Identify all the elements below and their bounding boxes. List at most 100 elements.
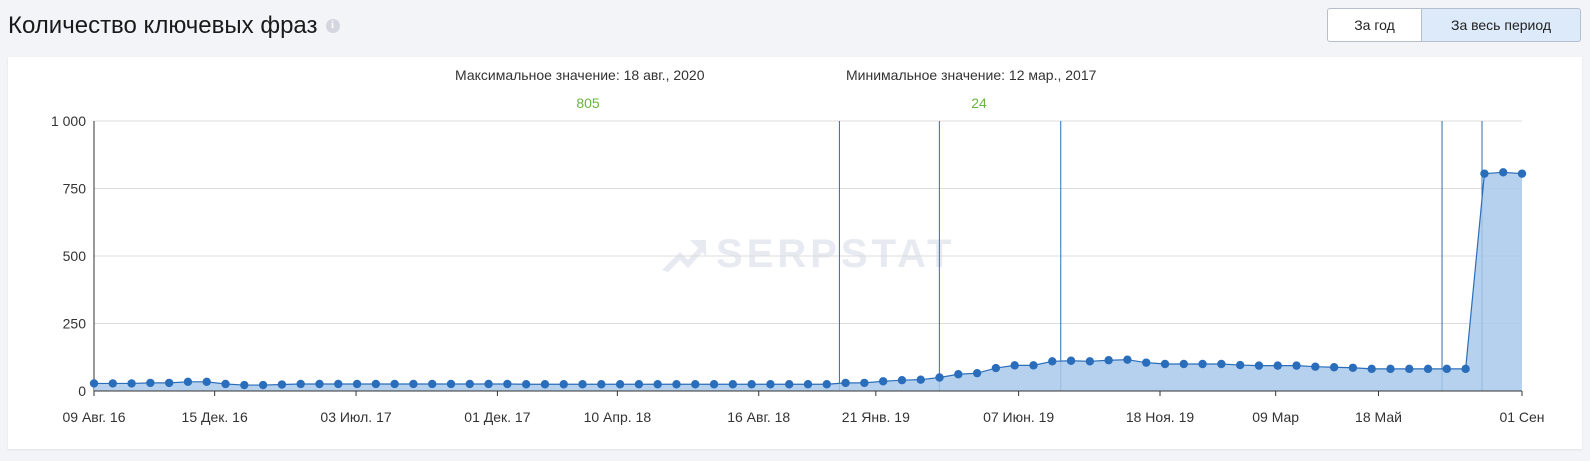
y-tick-label: 750 xyxy=(63,181,87,197)
data-point xyxy=(1348,363,1358,372)
data-point xyxy=(1235,360,1245,370)
area-fill xyxy=(94,172,1522,391)
x-tick-label: 09 Мар xyxy=(1252,409,1299,425)
data-point xyxy=(1217,359,1226,369)
data-point xyxy=(916,375,925,384)
data-point xyxy=(597,380,606,389)
data-point xyxy=(728,380,738,389)
data-point xyxy=(954,370,963,379)
data-point xyxy=(1273,361,1282,370)
series-line xyxy=(94,171,1523,386)
data-point xyxy=(1066,356,1076,365)
data-point xyxy=(127,379,136,388)
min-value-label: Минимальное значение: 12 мар., 2017 xyxy=(846,67,1097,83)
data-point xyxy=(878,377,888,386)
data-point xyxy=(1010,361,1019,370)
data-point xyxy=(972,368,982,378)
data-point xyxy=(766,380,775,389)
data-point xyxy=(634,380,644,389)
data-point xyxy=(315,379,324,389)
data-point xyxy=(89,379,99,388)
data-point xyxy=(390,379,399,389)
data-point xyxy=(841,378,850,388)
x-tick-label: 21 Янв. 19 xyxy=(842,409,910,425)
data-point xyxy=(1442,364,1452,374)
info-icon[interactable]: i xyxy=(325,19,340,33)
data-point xyxy=(164,378,174,388)
data-point xyxy=(1254,361,1264,370)
data-point xyxy=(409,379,418,389)
data-point xyxy=(653,380,662,389)
data-point xyxy=(446,379,456,389)
period-year-button[interactable]: За год xyxy=(1327,8,1422,42)
data-point xyxy=(521,380,531,389)
data-point xyxy=(991,363,1001,373)
data-point xyxy=(1386,364,1395,374)
y-tick-label: 250 xyxy=(63,316,87,332)
data-point xyxy=(1311,362,1320,371)
data-point xyxy=(1367,364,1376,374)
max-value-label: Максимальное значение: 18 авг., 2020 xyxy=(455,67,705,83)
data-point xyxy=(578,380,587,389)
period-switch: За год За весь период xyxy=(1327,8,1581,42)
data-point xyxy=(1461,364,1470,374)
data-point xyxy=(1480,169,1489,178)
watermark-logo-icon xyxy=(662,239,706,272)
data-point xyxy=(822,380,831,389)
data-point xyxy=(1085,357,1095,366)
data-point xyxy=(1405,364,1414,374)
data-point xyxy=(1160,359,1170,369)
data-point xyxy=(540,380,550,389)
max-value: 805 xyxy=(576,95,600,111)
data-point xyxy=(1499,168,1508,177)
x-tick-label: 03 Июл. 17 xyxy=(320,409,391,425)
period-all-button[interactable]: За весь период xyxy=(1422,8,1581,42)
data-point xyxy=(615,380,625,389)
min-value: 24 xyxy=(971,95,987,111)
data-point xyxy=(1517,169,1527,178)
data-point xyxy=(240,380,249,390)
x-tick-label: 10 Апр. 18 xyxy=(584,409,652,425)
data-point xyxy=(1329,363,1339,372)
data-point xyxy=(146,378,155,388)
x-tick-label: 09 Авг. 16 xyxy=(63,409,126,425)
y-tick-label: 1 000 xyxy=(51,113,86,129)
data-point xyxy=(803,380,813,389)
data-point xyxy=(935,373,944,382)
data-point xyxy=(860,378,869,388)
data-point xyxy=(747,380,756,389)
data-point xyxy=(277,380,287,389)
data-point xyxy=(221,379,230,389)
data-point xyxy=(334,379,343,389)
data-point xyxy=(1029,361,1038,370)
data-point xyxy=(1423,364,1433,374)
watermark: SERPSTAT xyxy=(660,232,955,277)
data-point xyxy=(503,379,512,389)
y-tick-label: 0 xyxy=(78,383,86,399)
data-point xyxy=(1123,355,1132,364)
chart: 0 250 500 750 1 000 09 Авг. 16 15 Дек. 16 03 Ию… xyxy=(51,113,1545,425)
data-point xyxy=(428,379,437,389)
data-point xyxy=(183,377,193,387)
data-point xyxy=(258,380,268,390)
chart-card: Максимальное значение: 18 авг., 2020 805… xyxy=(8,57,1582,449)
data-point xyxy=(691,380,700,389)
data-point xyxy=(1142,358,1151,367)
x-tick-label: 16 Авг. 18 xyxy=(727,409,790,425)
data-point xyxy=(1104,356,1113,365)
data-point xyxy=(108,379,117,388)
data-point xyxy=(202,377,211,387)
x-tick-label: 07 Июн. 19 xyxy=(983,409,1054,425)
data-point xyxy=(1198,359,1207,369)
data-point xyxy=(371,379,381,389)
data-point xyxy=(1179,359,1188,369)
data-point xyxy=(672,380,681,389)
data-point xyxy=(897,376,907,385)
data-point xyxy=(296,379,305,389)
data-point xyxy=(1048,357,1057,366)
watermark-text: SERPSTAT xyxy=(716,232,956,276)
y-tick-label: 500 xyxy=(63,248,87,264)
data-point xyxy=(484,379,493,389)
data-point xyxy=(1292,361,1301,370)
data-point xyxy=(785,380,794,389)
